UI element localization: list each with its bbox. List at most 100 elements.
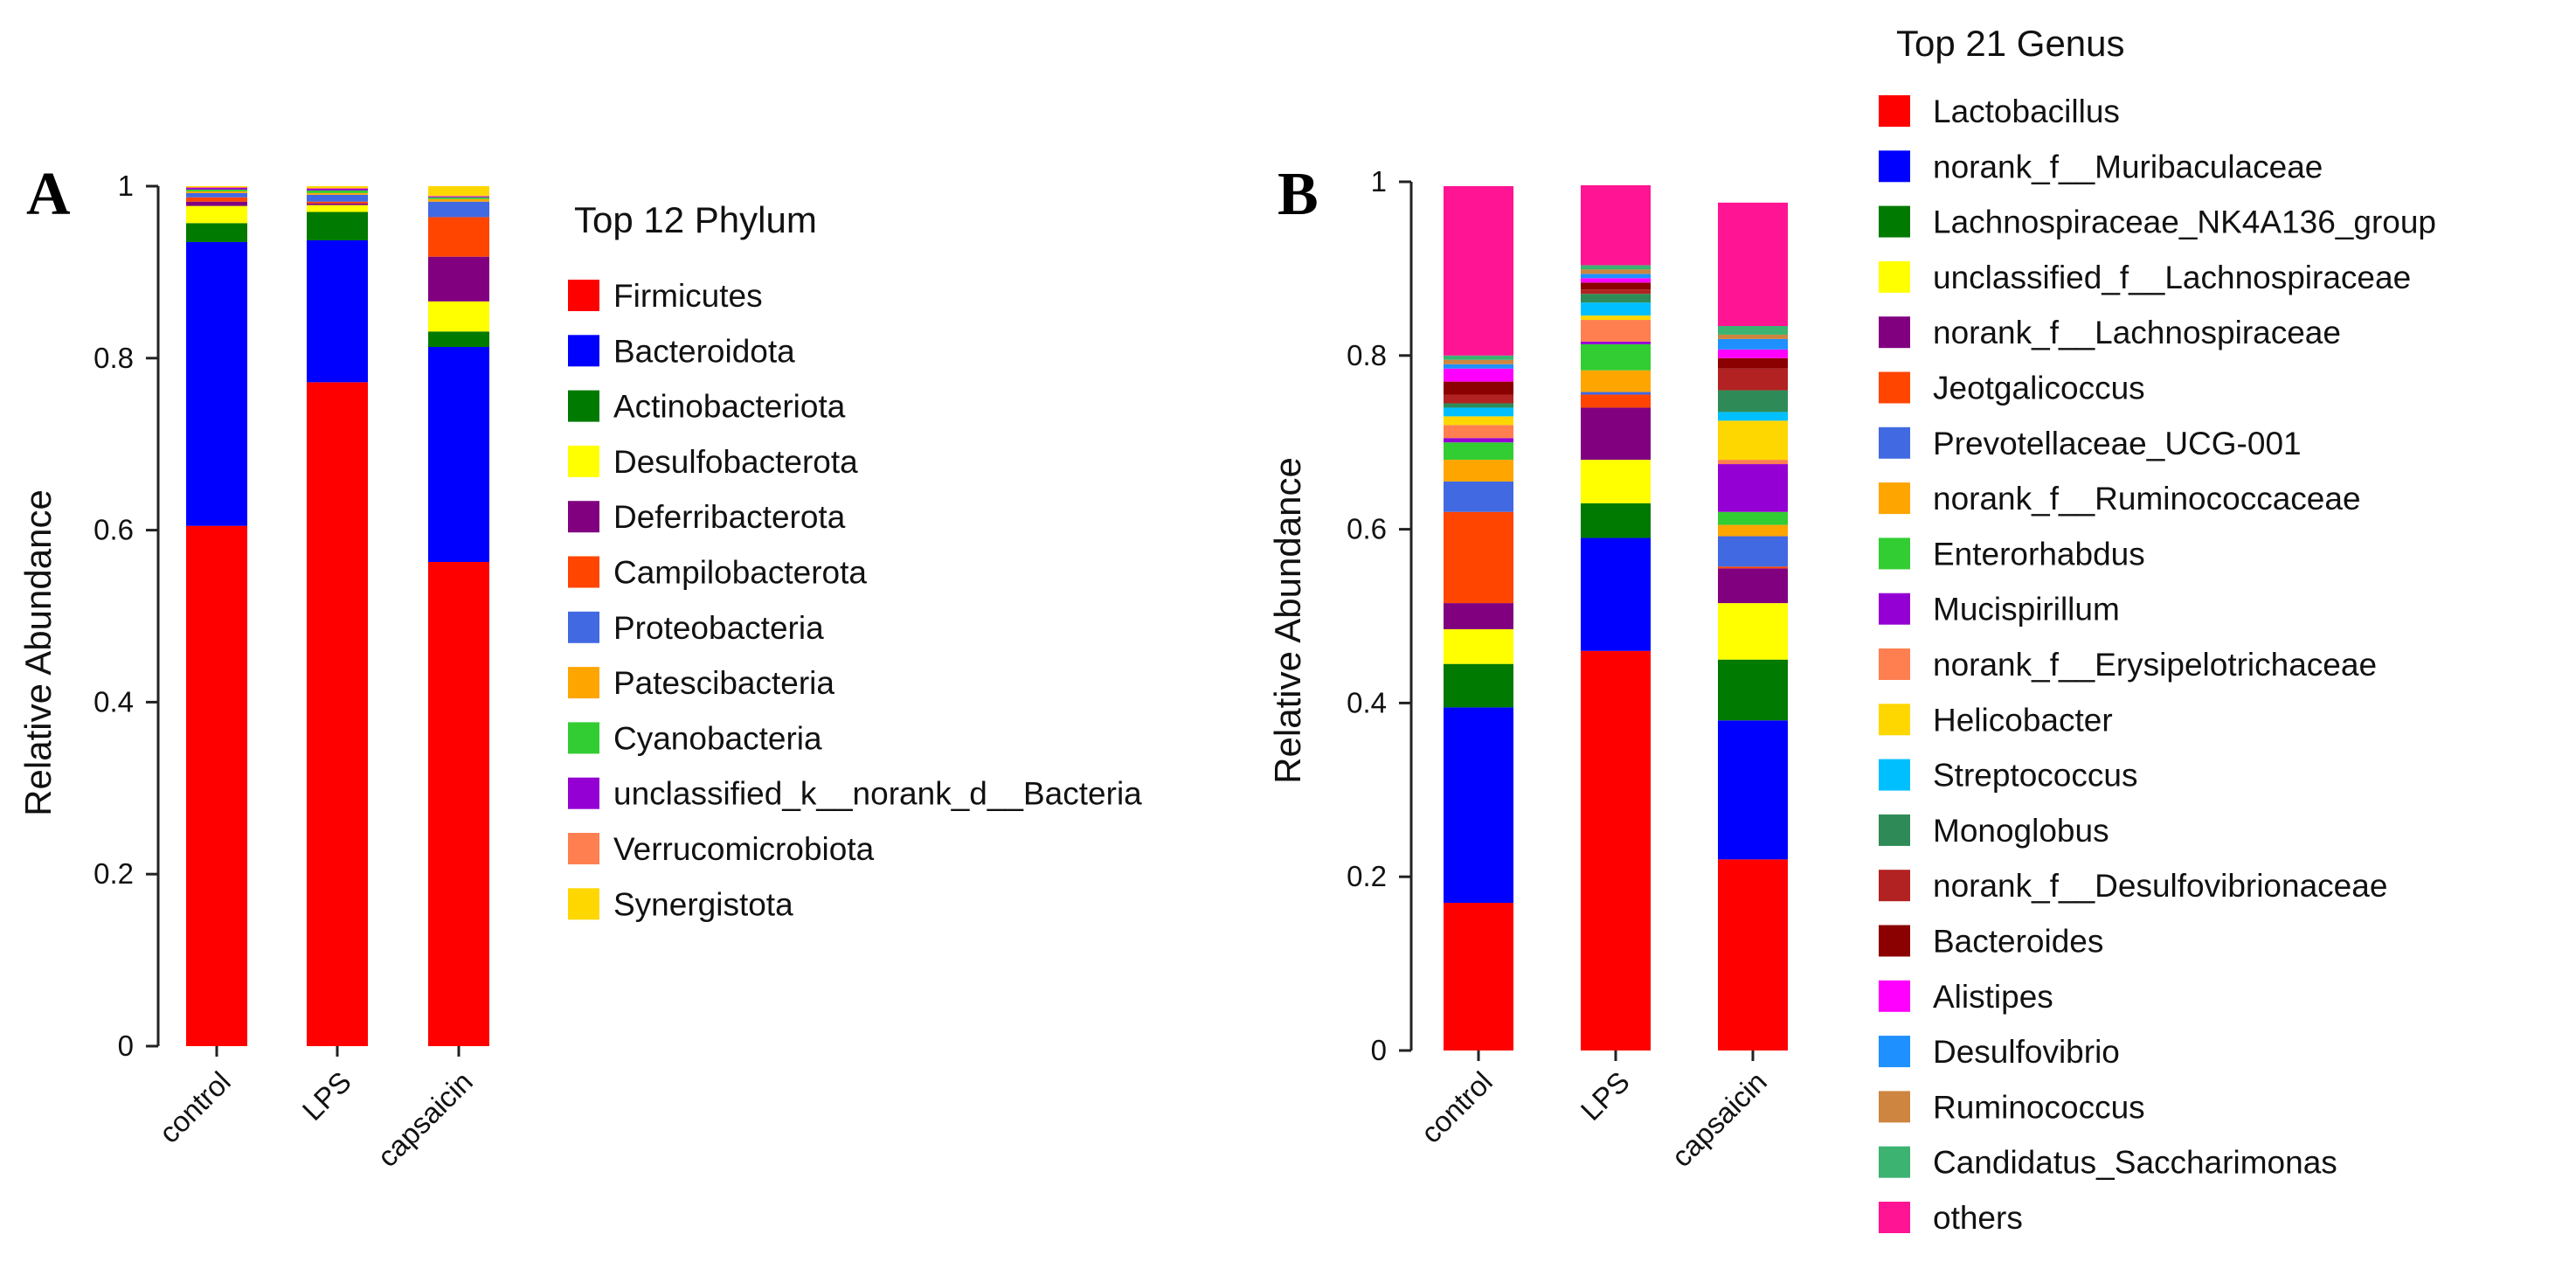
legend-item: Patescibacteria <box>568 665 834 701</box>
bar-segment-LPS-Desulfobacterota <box>307 205 368 212</box>
legend-item: norank_f__Desulfovibrionaceae <box>1879 868 2387 904</box>
bar-segment-capsaicin-Desulfovibrio <box>1718 338 1788 350</box>
x-tick-label-capsaicin: capsaicin <box>1665 1065 1773 1173</box>
bar-segment-capsaicin-Proteobacteria <box>428 201 489 218</box>
bar-segment-LPS-norank_f__Ruminococcaceae <box>1581 370 1651 392</box>
y-tick-label: 0.2 <box>93 857 134 890</box>
bar-segment-capsaicin-Campilobacterota <box>428 217 489 257</box>
legend-item: norank_f__Muribaculaceae <box>1879 149 2323 184</box>
bar-segment-control-others <box>1444 185 1513 356</box>
panel-b-chart: B Relative Abundance Top 21 Genus 0 0.2 0.… <box>1267 23 2436 1236</box>
legend-item: Prevotellaceae_UCG-001 <box>1879 426 2302 461</box>
legend-item: Deferribacterota <box>568 499 846 535</box>
bar-segment-LPS-Deferribacterota <box>307 203 368 205</box>
legend-item: norank_f__Ruminococcaceae <box>1879 481 2361 517</box>
panel-a-letter: A <box>26 161 71 228</box>
legend-item: Desulfovibrio <box>1879 1034 2120 1070</box>
bar-segment-capsaicin-unclassified_f__Lachnospiraceae <box>1718 603 1788 660</box>
bar-segment-capsaicin-norank_f__Ruminococcaceae <box>1718 524 1788 537</box>
legend-item: unclassified_k__norank_d__Bacteria <box>568 776 1142 812</box>
bar-segment-capsaicin-Desulfobacterota <box>428 301 489 332</box>
bar-segment-capsaicin-Firmicutes <box>428 562 489 1046</box>
bar-segment-LPS-unclassified_k__norank_d__Bacteria <box>307 188 368 191</box>
bar-segment-LPS-Enterorhabdus <box>1581 343 1651 371</box>
bar-segment-LPS-Patescibacteria <box>307 192 368 195</box>
legend-item: Lachnospiraceae_NK4A136_group <box>1879 205 2436 240</box>
legend-label: Alistipes <box>1933 979 2053 1015</box>
legend-swatch <box>1879 371 1910 404</box>
bar-segment-LPS-Bacteroidota <box>307 239 368 383</box>
bar-segment-control-norank_f__Ruminococcaceae <box>1444 460 1513 482</box>
legend-label: Verrucomicrobiota <box>613 831 875 867</box>
y-tick-label: 0.8 <box>1347 339 1387 371</box>
bar-segment-control-Lachnospiraceae_NK4A136_group <box>1444 663 1513 708</box>
legend-swatch <box>1879 980 1910 1012</box>
bar-segment-control-norank_f__Muribaculaceae <box>1444 707 1513 904</box>
bar-segment-capsaicin-Lactobacillus <box>1718 859 1788 1051</box>
bar-segment-LPS-Monoglobus <box>1581 294 1651 303</box>
bar-segment-LPS-Campilobacterota <box>307 201 368 204</box>
legend-swatch <box>1879 814 1910 846</box>
bar-segment-control-Synergistota <box>186 186 247 187</box>
bar-segment-LPS-norank_f__Desulfovibrionaceae <box>1581 289 1651 295</box>
legend-item: Alistipes <box>1879 979 2053 1015</box>
bar-segment-capsaicin-others <box>1718 202 1788 327</box>
legend-label: Desulfovibrio <box>1933 1034 2120 1070</box>
y-tick-label: 0 <box>1371 1034 1387 1066</box>
legend-label: Candidatus_Saccharimonas <box>1933 1145 2337 1181</box>
legend-item: Actinobacteriota <box>568 389 846 425</box>
bar-segment-LPS-Ruminococcus <box>1581 269 1651 274</box>
bar-segment-LPS-Lachnospiraceae_NK4A136_group <box>1581 503 1651 538</box>
legend-swatch <box>1879 1146 1910 1178</box>
bar-segment-control-Mucispirillum <box>1444 438 1513 443</box>
bar-segment-LPS-Jeotgalicoccus <box>1581 394 1651 408</box>
bar-segment-LPS-unclassified_f__Lachnospiraceae <box>1581 460 1651 503</box>
bar-segment-LPS-Firmicutes <box>307 382 368 1046</box>
legend-swatch <box>568 888 599 920</box>
panel-b-letter: B <box>1278 161 1319 228</box>
bar-segment-LPS-Lactobacillus <box>1581 650 1651 1051</box>
legend-label: norank_f__Desulfovibrionaceae <box>1933 868 2387 904</box>
bar-segment-capsaicin-Streptococcus <box>1718 412 1788 421</box>
bar-segment-control-Monoglobus <box>1444 403 1513 408</box>
bar-segment-control-Desulfobacterota <box>186 205 247 224</box>
legend-item: Jeotgalicoccus <box>1879 371 2145 406</box>
bar-segment-control-Helicobacter <box>1444 416 1513 426</box>
legend-label: Jeotgalicoccus <box>1933 371 2145 406</box>
bar-segment-capsaicin-Cyanobacteria <box>428 197 489 199</box>
bar-segment-control-Deferribacterota <box>186 201 247 206</box>
legend-swatch <box>1879 1091 1910 1123</box>
legend-label: Proteobacteria <box>613 610 824 646</box>
bar-segment-control-Alistipes <box>1444 368 1513 382</box>
bar-segment-capsaicin-norank_f__Lachnospiraceae <box>1718 568 1788 604</box>
x-tick-label-control: control <box>1415 1065 1499 1149</box>
legend-item: Mucispirillum <box>1879 592 2120 628</box>
legend-label: Ruminococcus <box>1933 1089 2145 1125</box>
y-tick-label: 0.6 <box>93 514 134 546</box>
bar-segment-capsaicin-Alistipes <box>1718 349 1788 358</box>
bar-segment-LPS-norank_f__Erysipelotrichaceae <box>1581 320 1651 342</box>
legend-swatch <box>1879 316 1910 349</box>
legend-label: Helicobacter <box>1933 702 2113 738</box>
legend-swatch <box>1879 870 1910 902</box>
panel-b-x-tick-labels: control LPS capsaicin <box>1415 1065 1773 1173</box>
legend-swatch <box>1879 482 1910 515</box>
panel-b-ylabel: Relative Abundance <box>1267 457 1308 784</box>
bar-segment-capsaicin-Deferribacterota <box>428 256 489 302</box>
legend-label: unclassified_f__Lachnospiraceae <box>1933 260 2411 295</box>
legend-label: Campilobacterota <box>613 555 867 591</box>
legend-label: Lachnospiraceae_NK4A136_group <box>1933 205 2436 240</box>
x-tick-label-control: control <box>153 1065 237 1149</box>
legend-swatch <box>568 390 599 422</box>
legend-swatch <box>568 722 599 754</box>
legend-swatch <box>1879 205 1910 238</box>
bar-segment-control-Candidatus_Saccharimonas <box>1444 355 1513 360</box>
legend-item: Streptococcus <box>1879 758 2137 794</box>
panel-a-legend: Firmicutes Bacteroidota Actinobacteriota De… <box>568 278 1142 922</box>
legend-label: Desulfobacterota <box>613 444 858 480</box>
bar-segment-LPS-Alistipes <box>1581 278 1651 283</box>
bar-segment-LPS-Desulfovibrio <box>1581 274 1651 279</box>
panel-b-legend-title: Top 21 Genus <box>1896 23 2125 64</box>
legend-item: Verrucomicrobiota <box>568 831 875 867</box>
bar-segment-control-Patescibacteria <box>186 191 247 193</box>
